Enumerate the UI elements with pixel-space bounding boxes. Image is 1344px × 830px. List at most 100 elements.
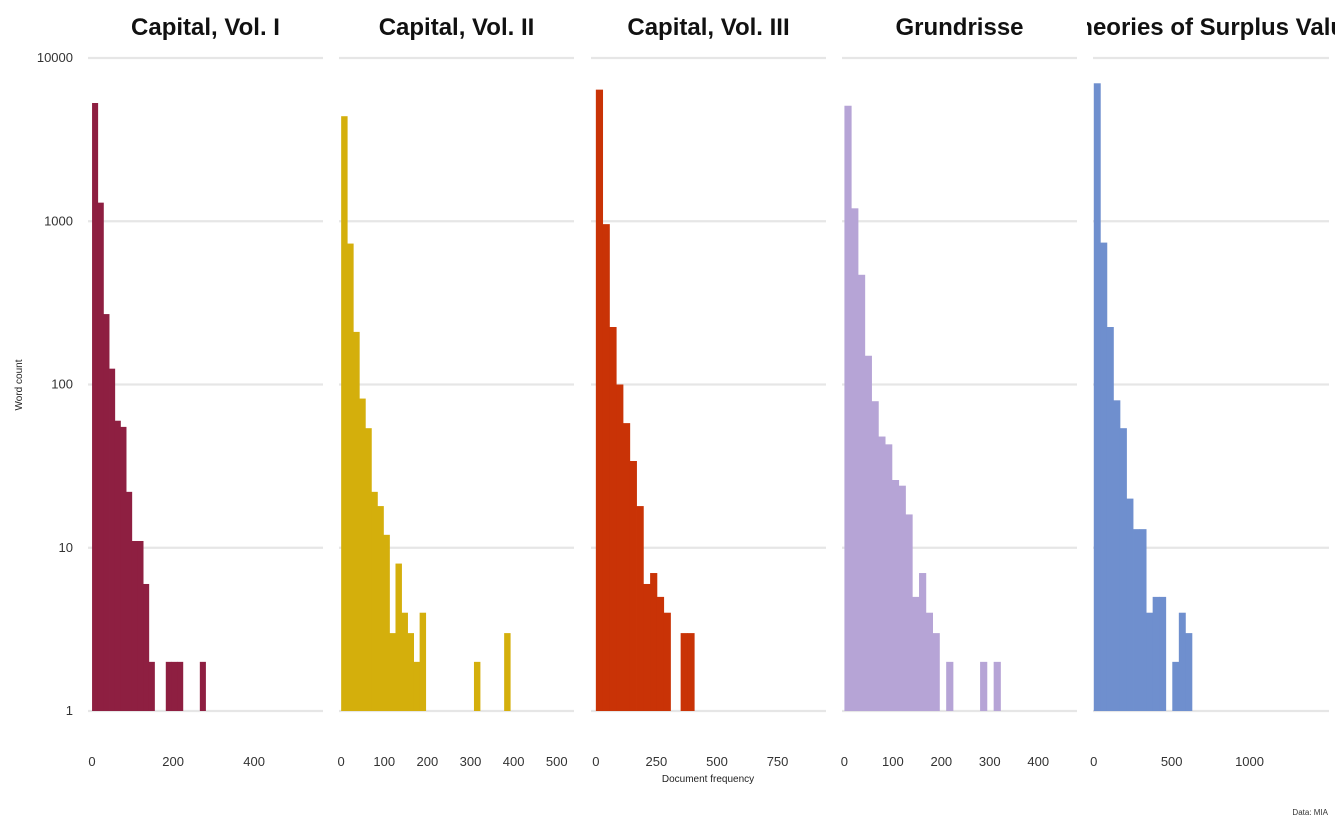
histogram-bar: [643, 583, 651, 711]
histogram-bar: [148, 661, 155, 711]
histogram-bar: [347, 243, 354, 711]
histogram-bar: [473, 661, 481, 711]
x-tick-label: 200: [162, 754, 184, 769]
facet-titles-layer: Capital, Vol. I Capital, Vol. II Capital, …: [131, 14, 1344, 41]
x-tick-label: 250: [646, 754, 668, 769]
histogram-bar: [912, 596, 920, 711]
histogram-bar: [1126, 498, 1134, 711]
histogram-bar: [1178, 612, 1186, 711]
histogram-bar: [171, 661, 178, 711]
histogram-bar: [165, 661, 172, 711]
x-tick-label: 300: [460, 754, 482, 769]
histogram-bar: [131, 540, 138, 711]
histogram-bar: [932, 633, 940, 711]
histogram-bar: [365, 428, 372, 711]
histogram-bar: [851, 208, 859, 711]
x-tick-label: 0: [1090, 754, 1097, 769]
histogram-bar: [925, 612, 933, 711]
x-tick-label: 500: [546, 754, 568, 769]
x-tick-label: 100: [373, 754, 395, 769]
histogram-bar: [1146, 612, 1154, 711]
histogram-bar: [199, 661, 206, 711]
facet-title: Capital, Vol. I: [131, 14, 280, 41]
x-tick-label: 200: [417, 754, 439, 769]
histogram-bar: [114, 420, 121, 711]
y-axis-title: Word count: [14, 359, 25, 410]
y-tick-label: 10: [59, 540, 73, 555]
histogram-bar: [898, 485, 906, 711]
y-tick-label: 1000: [44, 213, 73, 228]
histogram-bar: [177, 661, 184, 711]
histogram-bar: [980, 661, 988, 711]
bars-layer: [92, 83, 1193, 712]
x-axis-title: Document frequency: [662, 774, 754, 785]
x-tick-label: 0: [592, 754, 599, 769]
facet-title: Grundrisse: [895, 14, 1023, 41]
histogram-bar: [1159, 596, 1167, 711]
histogram-bar: [595, 89, 604, 711]
y-tick-label: 100: [51, 377, 73, 392]
histogram-bar: [395, 563, 402, 711]
histogram-bar: [109, 368, 116, 711]
histogram-bar: [1119, 428, 1127, 711]
histogram-bar: [871, 401, 879, 711]
histogram-bar: [120, 426, 127, 711]
histogram-bar: [103, 314, 110, 711]
y-tick-label: 1: [66, 703, 73, 718]
histogram-bar: [602, 224, 610, 711]
x-tick-label: 0: [841, 754, 848, 769]
histogram-bar: [401, 612, 408, 711]
x-tick-label: 400: [243, 754, 265, 769]
histogram-bar: [609, 327, 617, 711]
histogram-bar: [844, 105, 852, 712]
histogram-bar: [137, 540, 144, 711]
facet-title: Capital, Vol. II: [379, 14, 535, 41]
histogram-bar: [636, 506, 644, 711]
histogram-bar: [622, 423, 631, 711]
histogram-bar: [126, 491, 133, 711]
x-tick-label: 500: [1161, 754, 1183, 769]
histogram-bar: [616, 384, 624, 711]
histogram-bar: [143, 583, 150, 711]
histogram-bar: [919, 573, 927, 711]
x-tick-label: 0: [338, 754, 345, 769]
facet-title: Theories of Surplus Value: [1064, 14, 1344, 41]
histogram-bar: [857, 274, 866, 711]
histogram-bar: [663, 612, 671, 711]
histogram-bar: [341, 116, 348, 711]
histogram-bar: [419, 612, 427, 711]
histogram-bar: [885, 444, 893, 711]
histogram-bar: [687, 633, 695, 711]
histogram-bar: [656, 596, 665, 711]
histogram-bar: [905, 514, 913, 711]
histogram-bar: [1139, 529, 1147, 711]
histogram-bar: [97, 202, 104, 711]
histogram-bar: [389, 633, 396, 711]
histogram-bar: [1172, 661, 1180, 711]
histogram-bar: [407, 633, 414, 711]
x-tick-label: 100: [882, 754, 904, 769]
x-tick-label: 0: [88, 754, 95, 769]
histogram-bar: [1093, 83, 1101, 712]
histogram-bar: [377, 506, 384, 711]
data-source-caption: Data: MIA: [1292, 808, 1328, 817]
histogram-bar: [1152, 596, 1160, 711]
histogram-bar: [864, 355, 872, 711]
histogram-bar: [504, 633, 511, 711]
histogram-bar: [1106, 327, 1114, 711]
x-tick-label: 1000: [1235, 754, 1264, 769]
histogram-bar: [946, 661, 954, 711]
histogram-bar: [413, 661, 421, 711]
x-tick-label: 200: [930, 754, 952, 769]
x-tick-label: 400: [1027, 754, 1049, 769]
histogram-bar: [371, 491, 378, 711]
x-tick-label: 500: [706, 754, 728, 769]
histogram-bar: [1113, 400, 1121, 711]
histogram-bar: [629, 460, 637, 711]
histogram-bar: [993, 661, 1001, 711]
facet-title: Capital, Vol. III: [627, 14, 789, 41]
histogram-bar: [1100, 242, 1108, 711]
x-tick-label: 300: [979, 754, 1001, 769]
